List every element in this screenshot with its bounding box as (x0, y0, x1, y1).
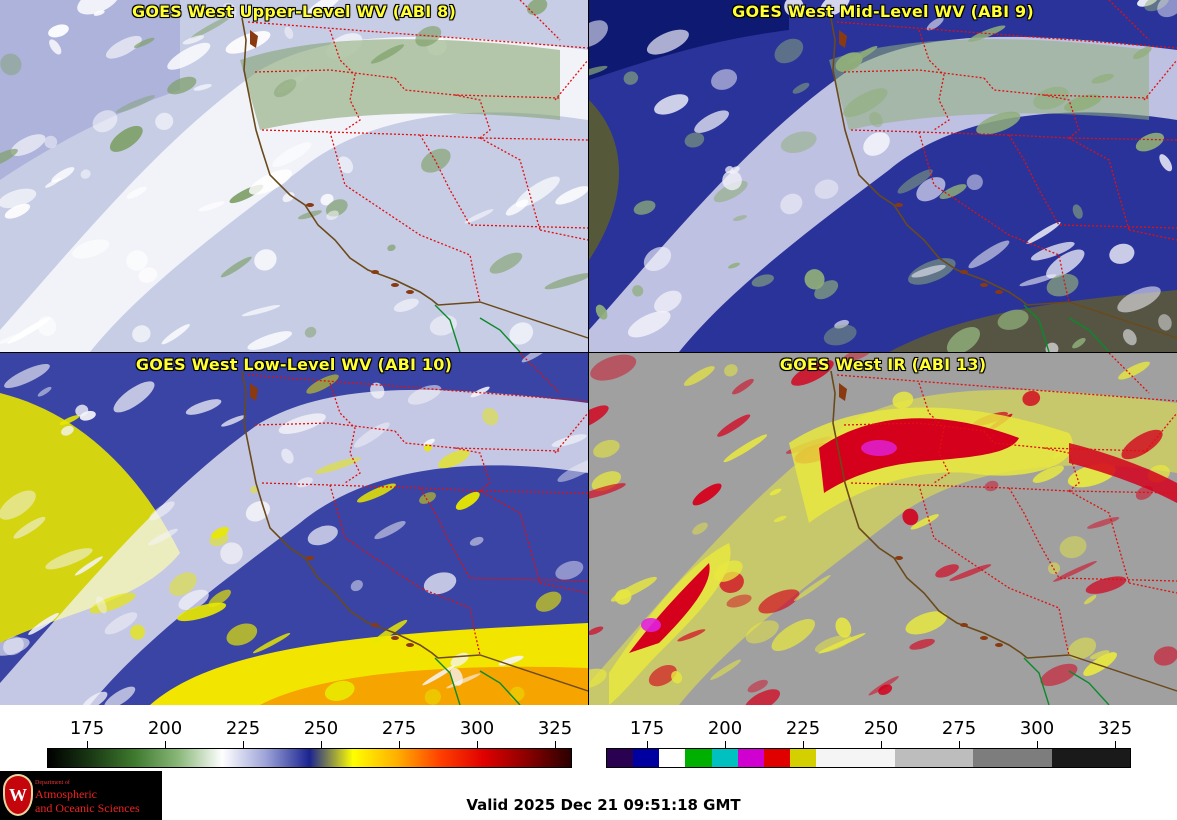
colorbar-ir-segment (659, 749, 686, 767)
panel-title: GOES West Low-Level WV (ABI 10) (135, 355, 453, 374)
panel-low-level-wv: GOES West Low-Level WV (ABI 10) (0, 353, 589, 705)
colorbar-ir-tick-mark (881, 741, 882, 748)
satellite-image-low-wv (0, 353, 588, 705)
colorbar-wv-tick-label: 250 (303, 718, 339, 739)
colorbar-wv (47, 748, 572, 768)
panel-title: GOES West Upper-Level WV (ABI 8) (132, 2, 456, 21)
panel-mid-level-wv: GOES West Mid-Level WV (ABI 9) (589, 0, 1177, 353)
uw-seal-icon: W (3, 774, 33, 816)
satellite-image-ir (589, 353, 1177, 705)
colorbar-ir-tick-mark (1037, 741, 1038, 748)
colorbar-ir-tick-label: 200 (707, 718, 743, 739)
colorbar-ir-segment (790, 749, 817, 767)
colorbar-wv-tick-mark (477, 741, 478, 748)
colorbar-wv-tick-mark (555, 741, 556, 748)
colorbar-ir-segment (894, 749, 974, 767)
colorbar-ir-segment (685, 749, 712, 767)
colorbar-ir-tick-mark (959, 741, 960, 748)
panel-upper-level-wv: GOES West Upper-Level WV (ABI 8) (0, 0, 589, 353)
colorbar-ir-tick-label: 300 (1019, 718, 1055, 739)
colorbar-wv-tick-label: 300 (459, 718, 495, 739)
panel-title: GOES West Mid-Level WV (ABI 9) (732, 2, 1034, 21)
colorbar-ir-tick-mark (725, 741, 726, 748)
colorbar-ir-tick-mark (1115, 741, 1116, 748)
colorbar-ir-segment (607, 749, 634, 767)
colorbar-ir-segment (1051, 749, 1131, 767)
colorbar-ir (606, 748, 1131, 768)
colorbar-ir-segment (711, 749, 738, 767)
aos-logo: W Department of Atmospheric and Oceanic … (0, 771, 162, 820)
colorbar-wv-tick-mark (399, 741, 400, 748)
colorbar-ir-segment (816, 749, 895, 767)
colorbar-wv-tick-label: 325 (537, 718, 573, 739)
colorbar-ir-tick-mark (803, 741, 804, 748)
colorbar-wv-tick-label: 200 (147, 718, 183, 739)
panel-title: GOES West IR (ABI 13) (779, 355, 987, 374)
logo-line1: Atmospheric (35, 787, 97, 801)
colorbar-wv-tick-label: 275 (381, 718, 417, 739)
colorbar-wv-tick-mark (165, 741, 166, 748)
colorbar-ir-tick-label: 250 (863, 718, 899, 739)
satellite-image-upper-wv (0, 0, 588, 352)
colorbar-ir-segment (633, 749, 660, 767)
colorbar-wv-tick-mark (321, 741, 322, 748)
colorbar-ir-tick-label: 325 (1097, 718, 1133, 739)
panel-ir: GOES West IR (ABI 13) (589, 353, 1177, 705)
satellite-image-mid-wv (589, 0, 1177, 352)
colorbar-ir-tick-label: 225 (785, 718, 821, 739)
colorbar-wv-tick-mark (243, 741, 244, 748)
valid-time: Valid 2025 Dec 21 09:51:18 GMT (466, 796, 741, 814)
colorbar-ir-segment (737, 749, 764, 767)
colorbar-ir-tick-label: 175 (629, 718, 665, 739)
colorbar-ir-tick-mark (647, 741, 648, 748)
logo-line2: and Oceanic Sciences (35, 801, 140, 815)
colorbar-ir-segment (763, 749, 791, 767)
logo-dept: Department of (35, 780, 70, 786)
colorbar-ir-tick-label: 275 (941, 718, 977, 739)
colorbar-wv-tick-label: 225 (225, 718, 261, 739)
colorbar-ir-segment (973, 749, 1052, 767)
colorbar-wv-tick-mark (87, 741, 88, 748)
colorbar-wv-tick-label: 175 (69, 718, 105, 739)
